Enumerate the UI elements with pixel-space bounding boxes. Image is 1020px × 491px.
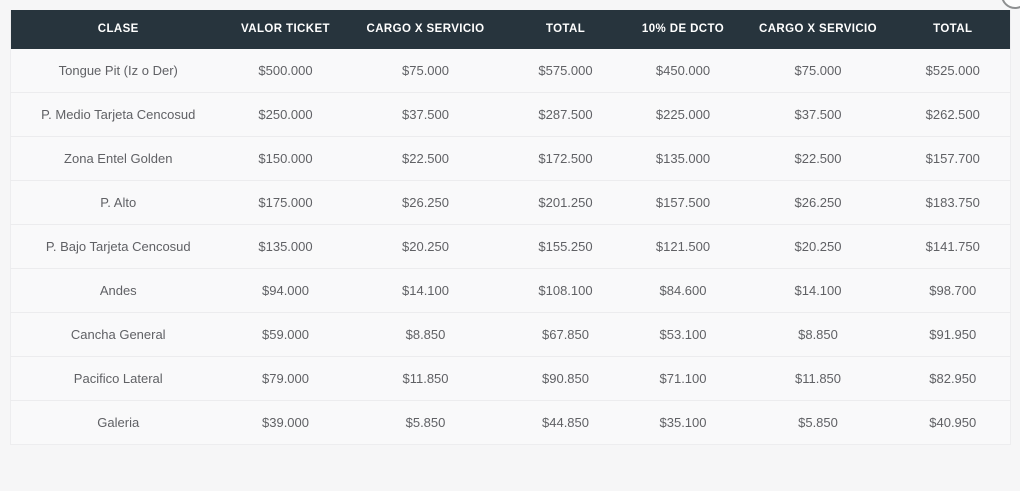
- price-cell: $75.000: [740, 49, 896, 93]
- price-cell: $183.750: [895, 180, 1011, 225]
- table-row: Pacifico Lateral $79.000 $11.850 $90.850 $71…: [10, 356, 1011, 401]
- row-label-cell: P. Bajo Tarjeta Cencosud: [10, 224, 226, 269]
- price-cell: $22.500: [740, 136, 896, 181]
- price-cell: $35.100: [625, 400, 741, 445]
- price-cell: $155.250: [505, 224, 626, 269]
- price-cell: $172.500: [505, 136, 626, 181]
- row-label-cell: Cancha General: [10, 312, 226, 357]
- row-label-cell: Pacifico Lateral: [10, 356, 226, 401]
- price-cell: $20.250: [345, 224, 506, 269]
- column-header: CLASE: [10, 10, 226, 49]
- price-cell: $135.000: [225, 224, 346, 269]
- column-header: TOTAL: [895, 10, 1011, 49]
- row-label-cell: P. Medio Tarjeta Cencosud: [10, 92, 226, 137]
- price-cell: $67.850: [505, 312, 626, 357]
- price-cell: $500.000: [225, 49, 346, 93]
- price-cell: $37.500: [345, 92, 506, 137]
- price-cell: $121.500: [625, 224, 741, 269]
- price-cell: $71.100: [625, 356, 741, 401]
- price-cell: $40.950: [895, 400, 1011, 445]
- price-cell: $141.750: [895, 224, 1011, 269]
- price-cell: $91.950: [895, 312, 1011, 357]
- table-row: Galeria $39.000 $5.850 $44.850 $35.100 $5.850…: [10, 400, 1011, 445]
- row-label-cell: Galeria: [10, 400, 226, 445]
- price-cell: $26.250: [740, 180, 896, 225]
- price-cell: $225.000: [625, 92, 741, 137]
- row-label-cell: Andes: [10, 268, 226, 313]
- table-row: P. Bajo Tarjeta Cencosud $135.000 $20.250 $…: [10, 224, 1011, 269]
- table-row: Tongue Pit (Iz o Der) $500.000 $75.000 $575…: [10, 49, 1011, 93]
- price-cell: $39.000: [225, 400, 346, 445]
- price-cell: $287.500: [505, 92, 626, 137]
- price-cell: $201.250: [505, 180, 626, 225]
- price-cell: $135.000: [625, 136, 741, 181]
- price-cell: $157.700: [895, 136, 1011, 181]
- price-cell: $450.000: [625, 49, 741, 93]
- price-cell: $44.850: [505, 400, 626, 445]
- table-row: Zona Entel Golden $150.000 $22.500 $172.500…: [10, 136, 1011, 181]
- column-header: CARGO X SERVICIO: [345, 10, 506, 49]
- price-cell: $250.000: [225, 92, 346, 137]
- price-cell: $79.000: [225, 356, 346, 401]
- price-cell: $84.600: [625, 268, 741, 313]
- row-label-cell: Tongue Pit (Iz o Der): [10, 49, 226, 93]
- price-cell: $53.100: [625, 312, 741, 357]
- price-cell: $150.000: [225, 136, 346, 181]
- column-header: 10% DE DCTO: [625, 10, 741, 49]
- price-cell: $82.950: [895, 356, 1011, 401]
- price-cell: $108.100: [505, 268, 626, 313]
- price-cell: $14.100: [740, 268, 896, 313]
- price-cell: $157.500: [625, 180, 741, 225]
- floating-widget-icon[interactable]: [1001, 0, 1020, 9]
- row-label-cell: P. Alto: [10, 180, 226, 225]
- price-cell: $59.000: [225, 312, 346, 357]
- table-row: Andes $94.000 $14.100 $108.100 $84.600 $14.10…: [10, 268, 1011, 313]
- price-cell: $8.850: [345, 312, 506, 357]
- price-cell: $14.100: [345, 268, 506, 313]
- price-cell: $94.000: [225, 268, 346, 313]
- price-cell: $98.700: [895, 268, 1011, 313]
- price-cell: $175.000: [225, 180, 346, 225]
- price-cell: $75.000: [345, 49, 506, 93]
- pricing-table: CLASE VALOR TICKET CARGO X SERVICIO TOTAL 10…: [10, 10, 1011, 445]
- price-cell: $575.000: [505, 49, 626, 93]
- price-cell: $90.850: [505, 356, 626, 401]
- price-cell: $26.250: [345, 180, 506, 225]
- price-cell: $11.850: [740, 356, 896, 401]
- row-label-cell: Zona Entel Golden: [10, 136, 226, 181]
- price-cell: $5.850: [740, 400, 896, 445]
- table-row: Cancha General $59.000 $8.850 $67.850 $53.10…: [10, 312, 1011, 357]
- price-cell: $8.850: [740, 312, 896, 357]
- price-cell: $37.500: [740, 92, 896, 137]
- price-cell: $22.500: [345, 136, 506, 181]
- price-cell: $20.250: [740, 224, 896, 269]
- table-header-row: CLASE VALOR TICKET CARGO X SERVICIO TOTAL 10…: [10, 10, 1011, 49]
- price-cell: $5.850: [345, 400, 506, 445]
- price-cell: $262.500: [895, 92, 1011, 137]
- price-cell: $11.850: [345, 356, 506, 401]
- table-row: P. Alto $175.000 $26.250 $201.250 $157.500 $2…: [10, 180, 1011, 225]
- column-header: TOTAL: [505, 10, 626, 49]
- price-cell: $525.000: [895, 49, 1011, 93]
- column-header: CARGO X SERVICIO: [740, 10, 896, 49]
- column-header: VALOR TICKET: [225, 10, 346, 49]
- table-row: P. Medio Tarjeta Cencosud $250.000 $37.500…: [10, 92, 1011, 137]
- pricing-table-container: CLASE VALOR TICKET CARGO X SERVICIO TOTAL 10…: [10, 10, 1011, 445]
